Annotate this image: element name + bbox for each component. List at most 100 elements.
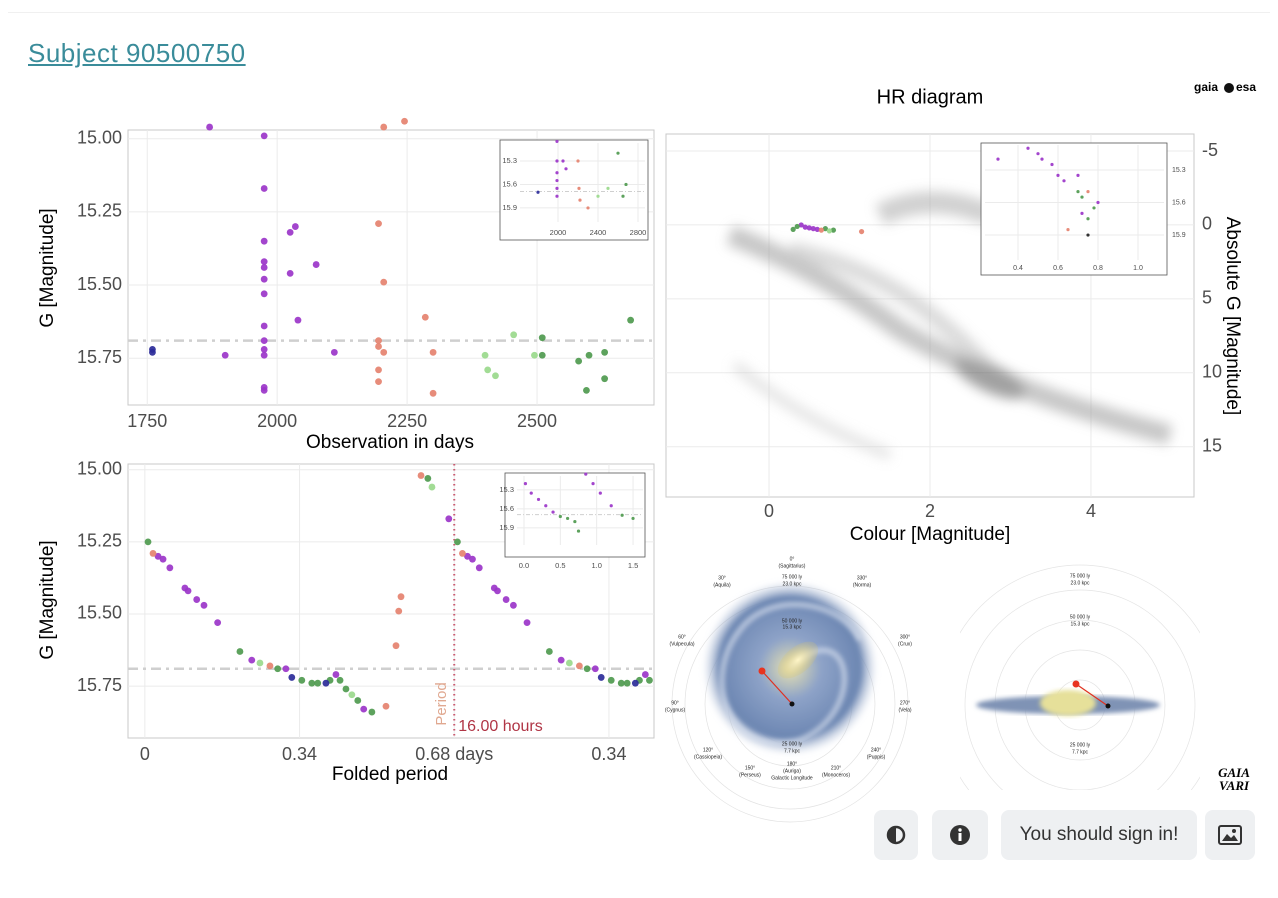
data-point [531, 351, 538, 359]
x-tick-label: 2500 [517, 411, 557, 431]
distance-ring [960, 564, 1200, 790]
data-point [1086, 190, 1090, 194]
data-point [260, 346, 268, 353]
data-point [221, 351, 229, 359]
y-tick-label: 15.50 [77, 603, 122, 623]
esa-logo: esa [1236, 80, 1256, 94]
data-point [429, 389, 437, 397]
data-point [551, 510, 555, 514]
data-point [360, 705, 368, 713]
y-tick-label: 15.75 [77, 675, 122, 695]
data-point [256, 659, 264, 667]
data-point [555, 178, 559, 183]
data-point [584, 472, 588, 476]
info-button[interactable] [932, 810, 988, 860]
data-point [573, 519, 577, 524]
galaxy-label: Galactic Longitude [771, 775, 813, 781]
data-point [606, 186, 610, 190]
data-point [558, 514, 562, 519]
star-link [761, 670, 793, 705]
galaxy-label: 90° [671, 700, 679, 706]
subject-link[interactable]: Subject 90500750 [28, 38, 246, 68]
data-point [1086, 217, 1090, 221]
data-point [545, 648, 553, 655]
data-point [492, 372, 499, 380]
data-point [830, 227, 837, 233]
data-point [166, 564, 174, 572]
data-point [538, 334, 546, 342]
galaxy-label: 300° [900, 634, 910, 640]
data-point [382, 702, 390, 710]
data-point [184, 587, 192, 595]
galaxy-label: 7.7 kpc [784, 748, 801, 754]
distance-ring [964, 589, 1196, 790]
y-tick-label: 15.9 [499, 523, 514, 532]
data-point [822, 226, 828, 232]
data-point [1080, 211, 1084, 215]
data-point [996, 157, 1000, 161]
sun-position [789, 701, 795, 707]
gaia-logo: gaia [1194, 80, 1218, 94]
data-point [445, 515, 453, 523]
x-tick-label: 1.5 [628, 561, 638, 570]
data-point [312, 261, 320, 268]
data-point [429, 348, 437, 356]
data-point [523, 619, 531, 627]
data-point [314, 679, 322, 687]
data-point [627, 316, 635, 324]
contrast-button[interactable] [874, 810, 918, 860]
data-point [375, 220, 382, 228]
data-point [576, 159, 580, 163]
y-tick-label: 15 [1202, 435, 1222, 455]
y-tick-label: 15.25 [77, 531, 122, 551]
data-point [375, 337, 382, 345]
sign-in-button[interactable]: You should sign in! [1001, 810, 1197, 860]
data-point [814, 226, 820, 232]
y-tick-label: 15.3 [502, 156, 517, 165]
data-point [578, 198, 582, 202]
x-tick-label: 0.6 [1053, 265, 1063, 272]
data-point [424, 475, 432, 482]
image-icon [1218, 825, 1242, 845]
data-point [555, 159, 559, 163]
galaxy-label: 60° [678, 634, 686, 640]
data-point [538, 351, 546, 359]
x-axis-label: Folded period [332, 764, 448, 785]
data-point [260, 351, 268, 359]
data-point [818, 227, 824, 233]
galaxy-label: (Cassiopeia) [694, 754, 722, 760]
y-tick-label: 15.50 [77, 274, 122, 294]
galaxy-label: (Perseus) [739, 772, 761, 778]
data-point [481, 351, 489, 359]
galaxy-label: 25 000 ly [1070, 742, 1091, 748]
data-point [502, 596, 510, 603]
y-tick-label: -5 [1202, 140, 1218, 160]
data-point [260, 290, 268, 298]
data-point [858, 228, 865, 235]
image-button[interactable] [1205, 810, 1255, 860]
inset-frame [499, 139, 649, 241]
galaxy-label: (Vela) [898, 707, 911, 713]
galaxy-label: 0° [790, 556, 795, 562]
data-point [607, 676, 615, 684]
esa-logo-mark [1224, 83, 1234, 93]
galaxy-label: 23.0 kpc [1071, 580, 1090, 586]
y-tick-label: 5 [1202, 288, 1212, 308]
side-view [960, 564, 1200, 790]
side-bulge [1040, 690, 1096, 716]
data-point [274, 665, 282, 673]
data-point [575, 662, 583, 670]
data-point [308, 679, 316, 687]
data-point [794, 223, 800, 230]
data-point [564, 167, 568, 171]
x-tick-label: 0 [140, 744, 150, 764]
x-tick-label: 2250 [387, 411, 427, 431]
y-tick-label: 15.3 [499, 485, 514, 494]
hr-background-density [726, 191, 1173, 460]
data-point [631, 516, 635, 521]
data-point [421, 313, 429, 321]
galaxy-label: (Monoceros) [822, 772, 850, 778]
data-point [286, 228, 294, 236]
data-point [601, 375, 609, 383]
